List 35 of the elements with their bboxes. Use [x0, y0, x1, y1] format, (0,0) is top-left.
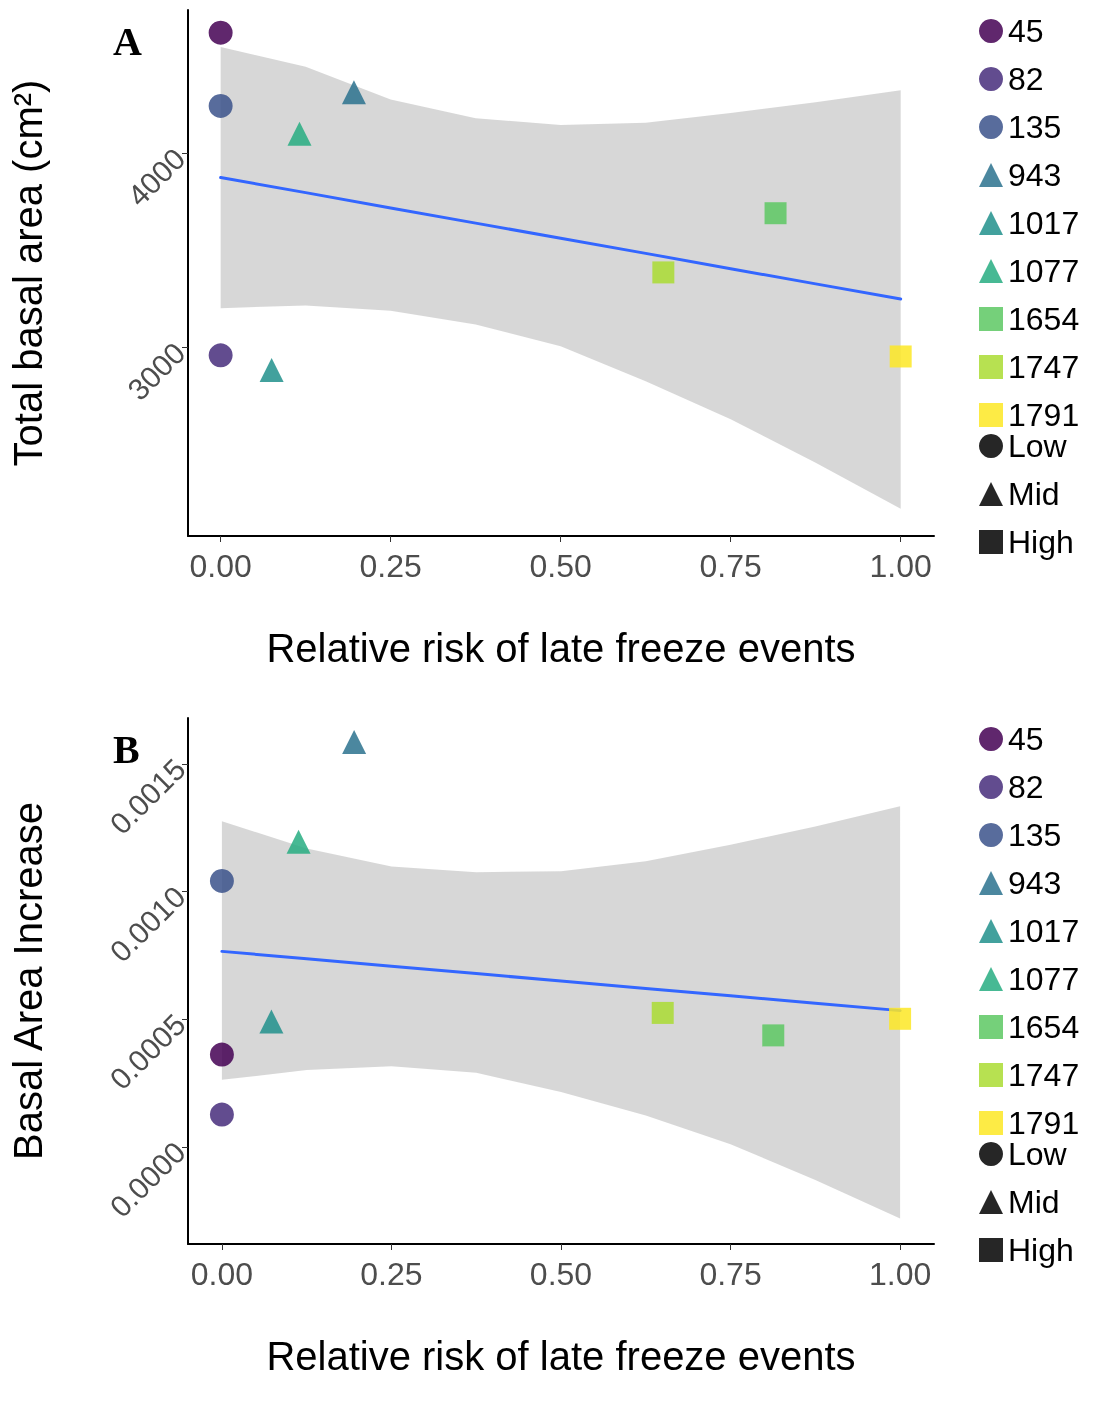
legend-label: 1017: [1008, 913, 1080, 949]
legend-label: 45: [1008, 13, 1044, 49]
y-axis-title: Total basal area (cm²): [6, 79, 50, 467]
legend-label: 1747: [1008, 349, 1080, 385]
legend-label: Mid: [1008, 1184, 1060, 1220]
x-tick-label: 0.00: [189, 548, 252, 584]
legend-label: High: [1008, 524, 1074, 560]
x-tick-label: 0.25: [360, 1256, 423, 1292]
legend-label: High: [1008, 1232, 1074, 1268]
x-tick-label: 0.75: [699, 1256, 762, 1292]
legend-label: 1077: [1008, 253, 1080, 289]
legend-label: 1017: [1008, 205, 1080, 241]
legend-label: 1654: [1008, 301, 1080, 337]
x-tick-label: 0.75: [699, 548, 762, 584]
x-tick-label: 0.50: [529, 548, 592, 584]
x-tick-label: 1.00: [868, 1256, 932, 1292]
x-axis-title: Relative risk of late freeze events: [266, 626, 856, 670]
x-tick-label: 0.00: [190, 1256, 254, 1292]
x-tick-label: 0.50: [529, 1256, 593, 1292]
legend-label: 943: [1008, 157, 1062, 193]
legend-label: 1077: [1008, 961, 1080, 997]
legend-label: 135: [1008, 817, 1062, 853]
x-axis-title: Relative risk of late freeze events: [266, 1334, 856, 1378]
chart-title: A: [113, 18, 142, 64]
legend-label: Mid: [1008, 476, 1060, 512]
legend-label: 135: [1008, 109, 1062, 145]
x-tick-label: 1.00: [869, 548, 932, 584]
x-tick-label: 0.25: [359, 548, 422, 584]
legend-label: 1654: [1008, 1009, 1080, 1045]
y-axis-title: Basal Area Increase: [6, 802, 50, 1160]
legend-label: 82: [1008, 769, 1044, 805]
legend-label: 1747: [1008, 1057, 1080, 1093]
legend-label: 943: [1008, 865, 1062, 901]
legend-label: 45: [1008, 721, 1044, 757]
legend-label: 82: [1008, 61, 1044, 97]
